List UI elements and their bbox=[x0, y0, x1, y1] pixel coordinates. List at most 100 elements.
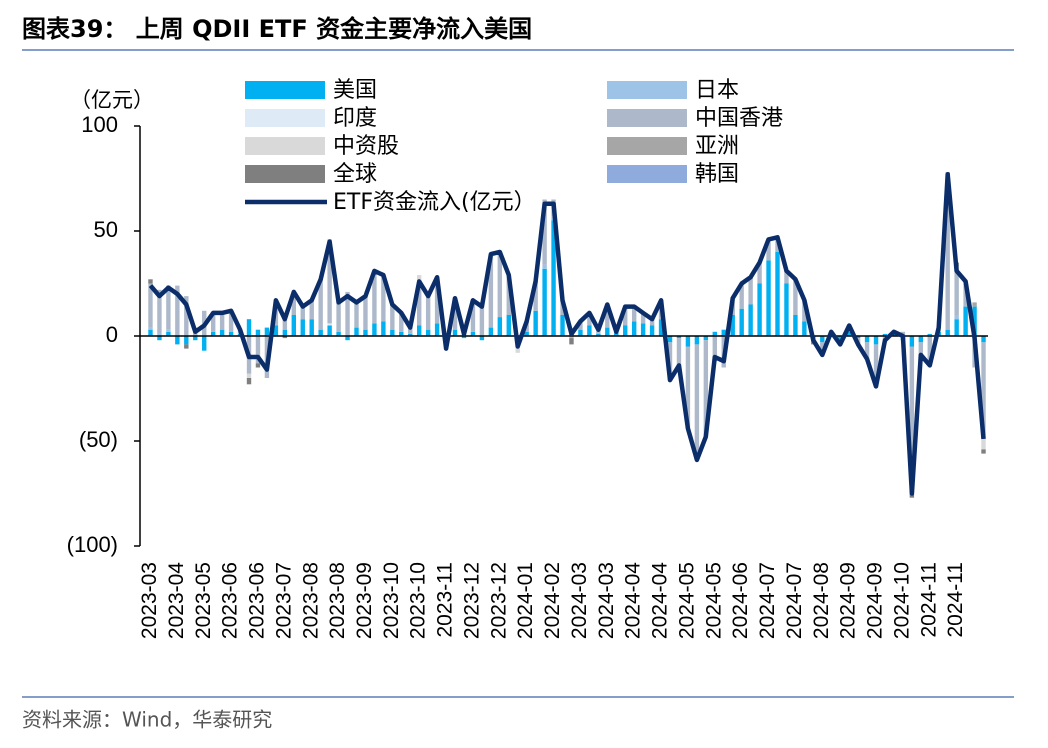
bar bbox=[542, 199, 547, 265]
bar bbox=[712, 336, 717, 362]
bar bbox=[820, 342, 825, 355]
bar bbox=[399, 331, 404, 336]
bar bbox=[909, 346, 915, 494]
x-tick-label: 2024-07 bbox=[783, 562, 806, 639]
bar bbox=[246, 378, 252, 385]
bar bbox=[873, 344, 879, 387]
bar bbox=[631, 306, 637, 322]
bar bbox=[712, 331, 717, 336]
bar bbox=[972, 306, 977, 336]
legend-swatch bbox=[245, 165, 325, 183]
bar bbox=[793, 279, 798, 315]
bar bbox=[569, 338, 574, 345]
y-tick-label: 0 bbox=[106, 322, 118, 347]
bar bbox=[721, 329, 726, 336]
bar bbox=[210, 331, 216, 336]
bar bbox=[434, 277, 440, 324]
bar bbox=[766, 239, 771, 261]
x-tick-label: 2024-11 bbox=[917, 562, 940, 638]
bar bbox=[927, 336, 932, 364]
bar bbox=[963, 306, 968, 336]
bar bbox=[219, 329, 225, 336]
bar bbox=[775, 252, 780, 336]
bar bbox=[739, 308, 744, 336]
bar bbox=[193, 336, 198, 341]
x-tick-label: 2024-03 bbox=[595, 562, 618, 639]
bar bbox=[148, 327, 153, 330]
bar bbox=[551, 220, 556, 336]
bar bbox=[631, 321, 637, 336]
bar bbox=[757, 262, 762, 284]
bar bbox=[228, 310, 234, 332]
legend-swatch bbox=[245, 81, 325, 99]
bar bbox=[658, 319, 664, 336]
bar bbox=[676, 338, 682, 366]
y-tick-label: (100) bbox=[67, 532, 118, 557]
bar bbox=[327, 323, 332, 326]
chart-title: 图表39： 上周 QDII ETF 资金主要净流入美国 bbox=[22, 15, 532, 43]
bar bbox=[640, 323, 646, 336]
bar bbox=[157, 333, 162, 336]
x-tick-label: 2023-06 bbox=[246, 562, 269, 639]
bar bbox=[417, 325, 422, 336]
bar bbox=[802, 300, 807, 322]
x-tick-label: 2024-11 bbox=[944, 562, 967, 638]
bar bbox=[515, 346, 520, 353]
bar bbox=[148, 329, 153, 336]
x-tick-label: 2024-02 bbox=[541, 562, 564, 639]
bar bbox=[479, 336, 485, 341]
x-tick-label: 2023-10 bbox=[407, 562, 430, 639]
bar bbox=[649, 325, 655, 336]
bar bbox=[255, 336, 261, 364]
bar bbox=[649, 319, 655, 326]
bar bbox=[434, 323, 440, 336]
bar bbox=[184, 296, 189, 336]
legend-swatch bbox=[607, 109, 687, 127]
legend-label: 中资股 bbox=[333, 134, 399, 159]
bar bbox=[506, 315, 511, 336]
bar bbox=[488, 327, 494, 336]
x-tick-label: 2024-03 bbox=[568, 562, 591, 639]
bar bbox=[318, 329, 323, 336]
bar bbox=[282, 329, 288, 336]
bar bbox=[757, 283, 762, 336]
bar bbox=[578, 329, 583, 336]
bar bbox=[703, 336, 709, 341]
y-tick-label: 100 bbox=[81, 112, 118, 137]
bar bbox=[228, 331, 234, 336]
legend-swatch bbox=[607, 165, 687, 183]
x-tick-label: 2023-08 bbox=[299, 562, 322, 639]
bar bbox=[685, 346, 691, 429]
bar bbox=[282, 319, 288, 330]
bar bbox=[820, 336, 825, 343]
x-tick-label: 2024-05 bbox=[702, 562, 725, 639]
bar bbox=[524, 331, 529, 336]
y-tick-label: (50) bbox=[79, 427, 118, 452]
bar bbox=[882, 333, 888, 336]
bar bbox=[623, 306, 628, 326]
bar bbox=[981, 342, 986, 439]
x-tick-label: 2024-09 bbox=[864, 562, 887, 639]
bar bbox=[390, 304, 395, 330]
bar bbox=[175, 336, 180, 345]
bar bbox=[694, 336, 700, 345]
bar bbox=[390, 329, 395, 336]
legend-label: 全球 bbox=[333, 162, 377, 187]
bar bbox=[578, 321, 583, 330]
bar bbox=[175, 285, 180, 336]
x-tick-label: 2023-08 bbox=[326, 562, 349, 639]
x-tick-label: 2023-05 bbox=[192, 562, 215, 639]
legend-label: 亚洲 bbox=[695, 134, 739, 159]
bar bbox=[954, 266, 959, 315]
bar bbox=[255, 363, 261, 368]
bar bbox=[927, 333, 932, 336]
bar bbox=[981, 449, 986, 454]
bar bbox=[918, 342, 924, 355]
bar bbox=[479, 302, 485, 336]
bar bbox=[157, 289, 162, 334]
bar bbox=[166, 285, 171, 330]
bar bbox=[972, 302, 977, 307]
bar bbox=[954, 315, 959, 320]
bar bbox=[685, 336, 691, 347]
